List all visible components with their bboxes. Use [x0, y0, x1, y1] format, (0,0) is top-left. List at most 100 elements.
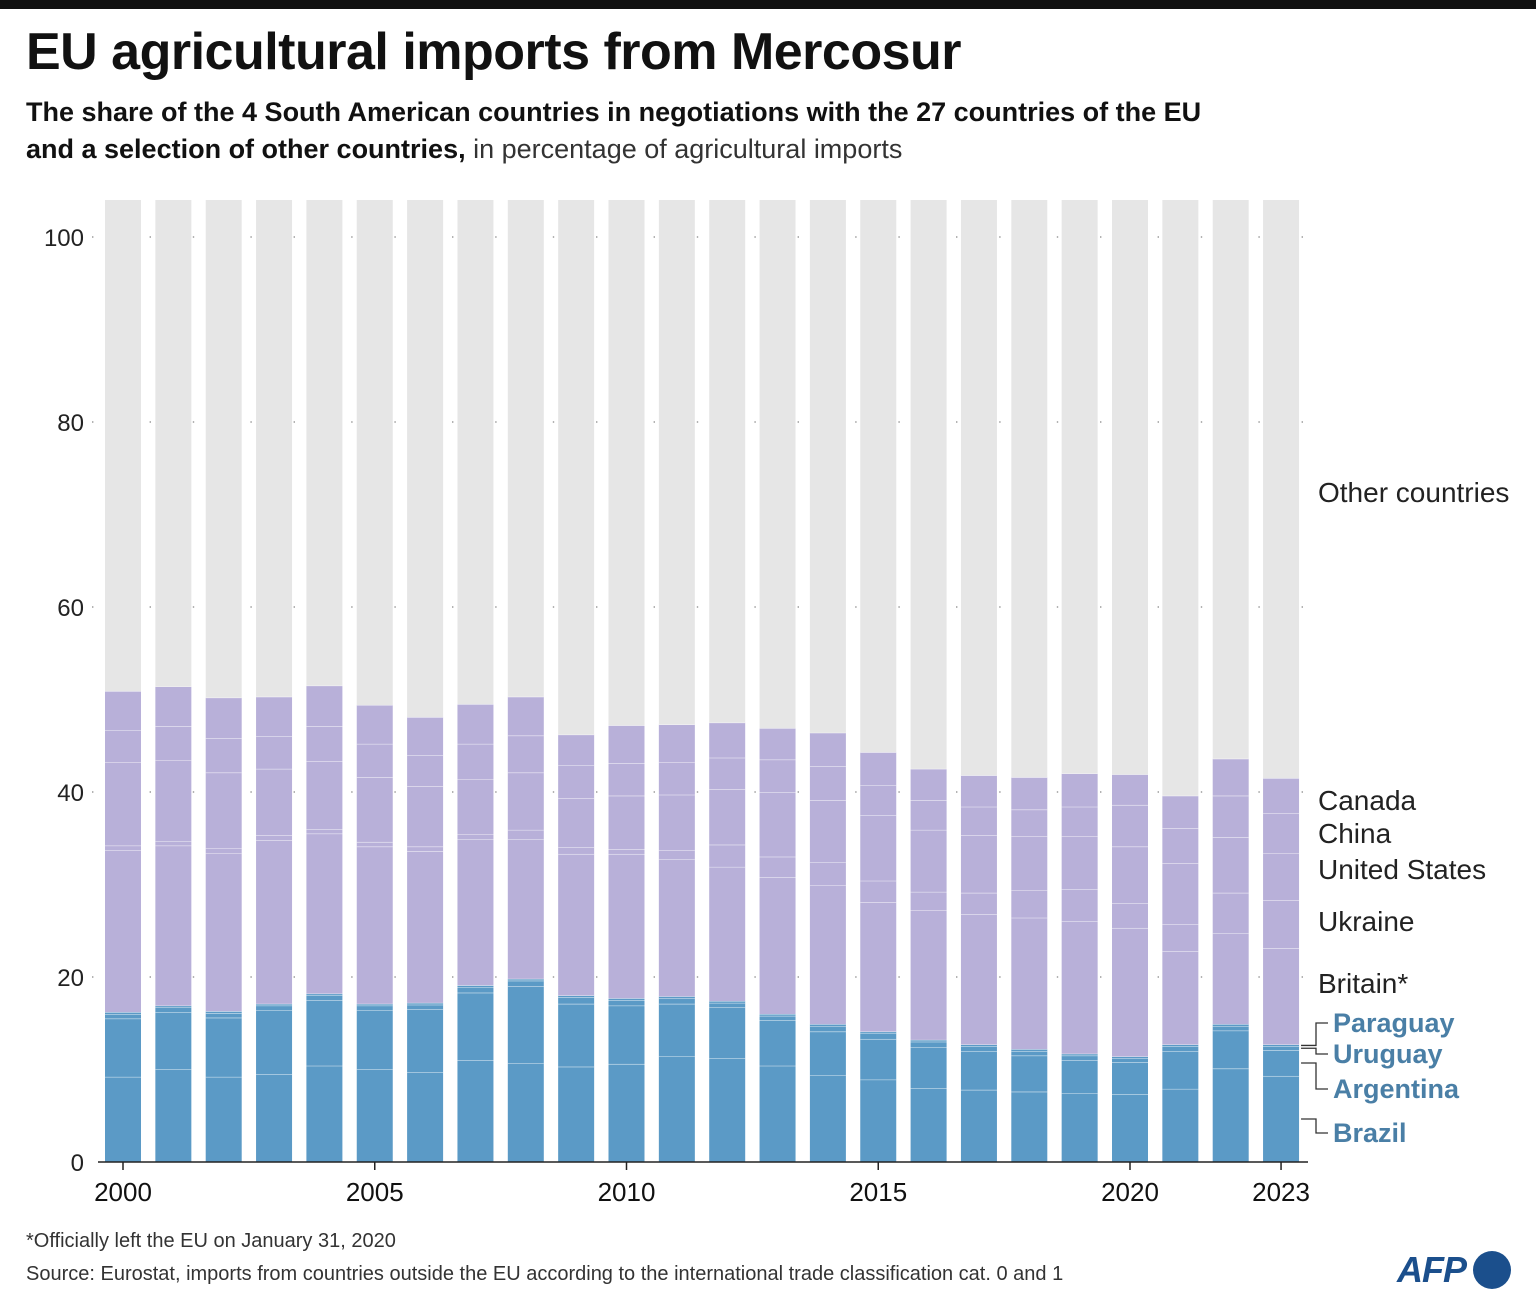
bar-other-countries-2004 — [306, 200, 343, 686]
bar-argentina-2001 — [155, 1012, 192, 1070]
bar-paraguay-2011 — [658, 996, 695, 999]
bar-ukraine-2020 — [1112, 903, 1148, 928]
bar-china-2001 — [155, 726, 192, 761]
bar-uruguay-2014 — [809, 1026, 846, 1032]
bar-united-states-2016 — [910, 829, 947, 892]
series-label-paraguay: Paraguay — [1333, 1008, 1455, 1038]
bar-canada-2016 — [910, 768, 947, 801]
bar-argentina-2021 — [1162, 1051, 1199, 1089]
series-label-brazil: Brazil — [1333, 1118, 1407, 1148]
bar-uruguay-2010 — [608, 1000, 645, 1006]
bar-uruguay-2002 — [205, 1013, 242, 1018]
series-label-china: China — [1318, 818, 1392, 849]
bar-britain-2005 — [356, 846, 393, 1004]
bar-united-states-2012 — [709, 789, 746, 845]
bar-paraguay-2015 — [860, 1031, 897, 1034]
bar-brazil-2019 — [1061, 1093, 1098, 1162]
bar-uruguay-2017 — [960, 1046, 997, 1051]
bar-china-2020 — [1112, 804, 1148, 847]
bar-ukraine-2012 — [709, 844, 746, 867]
subtitle-line-1: The share of the 4 South American countr… — [26, 97, 1202, 127]
bar-other-countries-2012 — [709, 200, 746, 723]
bar-paraguay-2019 — [1061, 1053, 1098, 1056]
bar-other-countries-2021 — [1162, 200, 1199, 796]
bar-paraguay-2009 — [558, 995, 595, 998]
source-note: Source: Eurostat, imports from countries… — [26, 1263, 1064, 1285]
bar-argentina-2010 — [608, 1005, 645, 1064]
bar-paraguay-2006 — [407, 1002, 444, 1005]
bar-ukraine-2021 — [1162, 924, 1199, 952]
x-tick-label-2015: 2015 — [849, 1177, 907, 1207]
bar-canada-2018 — [1011, 777, 1048, 810]
bar-brazil-2006 — [407, 1072, 444, 1162]
bar-china-2009 — [558, 765, 595, 799]
bar-china-2021 — [1162, 828, 1199, 864]
bar-argentina-2016 — [910, 1047, 947, 1088]
bar-ukraine-2018 — [1011, 890, 1048, 918]
bar-ukraine-2003 — [256, 835, 293, 841]
bar-china-2017 — [960, 806, 997, 836]
bar-britain-2010 — [608, 853, 645, 999]
bar-britain-2006 — [407, 851, 444, 1003]
bar-paraguay-2017 — [960, 1044, 997, 1047]
bar-brazil-2000 — [105, 1076, 141, 1162]
bar-uruguay-2015 — [860, 1033, 897, 1039]
bar-united-states-2000 — [105, 762, 141, 846]
y-tick-label-60: 60 — [57, 595, 84, 622]
bar-brazil-2018 — [1011, 1091, 1048, 1162]
bar-united-states-2001 — [155, 760, 192, 842]
y-tick-label-20: 20 — [57, 965, 84, 992]
bar-argentina-2005 — [356, 1010, 393, 1070]
bar-uruguay-2006 — [407, 1004, 444, 1010]
bar-argentina-2007 — [457, 992, 494, 1061]
bar-paraguay-2007 — [457, 985, 494, 988]
bar-britain-2008 — [507, 839, 544, 979]
bar-paraguay-2008 — [507, 978, 544, 981]
bar-uruguay-2022 — [1212, 1026, 1249, 1031]
bar-china-2005 — [356, 743, 393, 778]
series-label-uruguay: Uruguay — [1333, 1039, 1443, 1069]
bar-ukraine-2023 — [1263, 900, 1300, 949]
bar-uruguay-2007 — [457, 987, 494, 993]
bar-argentina-2014 — [809, 1031, 846, 1076]
bar-united-states-2017 — [960, 835, 997, 893]
bar-ukraine-2007 — [457, 834, 494, 840]
bar-other-countries-2011 — [658, 200, 695, 725]
bar-china-2002 — [205, 738, 242, 773]
bar-paraguay-2001 — [155, 1005, 192, 1008]
series-label-britain: Britain* — [1318, 968, 1408, 999]
bar-paraguay-2003 — [256, 1003, 293, 1006]
bar-paraguay-2018 — [1011, 1049, 1048, 1051]
bar-other-countries-2019 — [1061, 200, 1098, 774]
bar-united-states-2003 — [256, 768, 293, 836]
bar-argentina-2019 — [1061, 1060, 1098, 1094]
bar-britain-2023 — [1263, 948, 1300, 1045]
bar-canada-2012 — [709, 722, 746, 758]
bar-uruguay-2009 — [558, 997, 595, 1004]
bar-canada-2009 — [558, 734, 595, 766]
bar-other-countries-2014 — [809, 200, 846, 733]
bar-ukraine-2016 — [910, 891, 947, 911]
bar-argentina-2011 — [658, 1003, 695, 1057]
bar-britain-2002 — [205, 853, 242, 1012]
bar-other-countries-2002 — [205, 200, 242, 698]
series-label-canada: Canada — [1318, 785, 1417, 816]
bar-china-2015 — [860, 785, 897, 816]
x-tick-label-2000: 2000 — [94, 1177, 152, 1207]
bar-ukraine-2019 — [1061, 889, 1098, 922]
bar-ukraine-2004 — [306, 829, 343, 834]
x-tick-label-2005: 2005 — [346, 1177, 404, 1207]
bar-brazil-2003 — [256, 1074, 293, 1162]
bar-china-2010 — [608, 763, 645, 796]
bar-canada-2002 — [205, 697, 242, 739]
bar-other-countries-2001 — [155, 200, 192, 687]
bar-uruguay-2004 — [306, 995, 343, 1001]
y-tick-label-100: 100 — [44, 225, 84, 252]
bar-china-2014 — [809, 766, 846, 801]
bar-paraguay-2012 — [709, 1001, 746, 1003]
bar-canada-2021 — [1162, 795, 1199, 829]
bar-britain-2003 — [256, 840, 293, 1004]
bar-uruguay-2012 — [709, 1002, 746, 1008]
bar-united-states-2011 — [658, 794, 695, 851]
bar-canada-2001 — [155, 686, 192, 727]
